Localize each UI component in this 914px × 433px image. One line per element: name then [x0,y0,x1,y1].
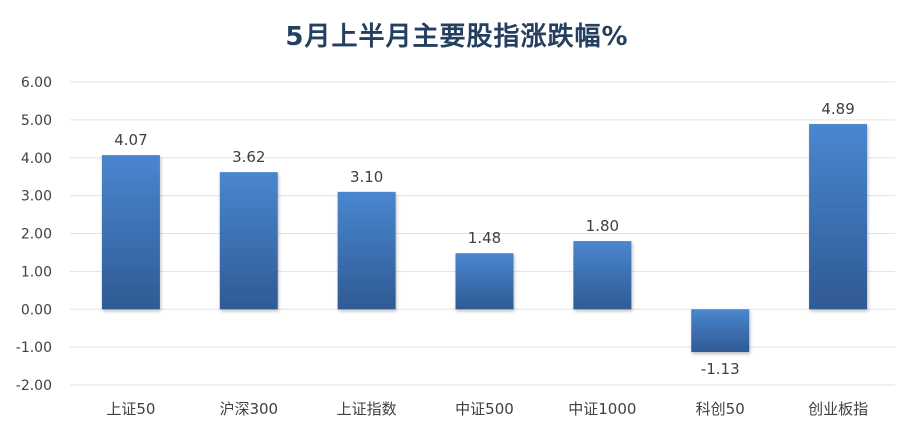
y-tick-label: 2.00 [21,227,52,243]
y-tick-label: 5.00 [21,113,52,129]
y-tick-label: 4.00 [21,151,52,167]
bar [219,172,278,310]
x-tick-label: 创业板指 [808,400,868,418]
y-tick-label: 1.00 [21,264,52,280]
y-axis-ticks: 6.00 5.00 4.00 3.00 2.00 1.00 0.00 -1.00 -2.00 [16,75,52,394]
bar [337,191,396,310]
x-axis-ticks: 上证50 沪深300 上证指数 中证500 中证1000 科创50 创业板指 [106,400,868,418]
x-tick-label: 上证50 [106,400,155,418]
data-label: 1.48 [468,229,501,247]
bar [809,124,868,310]
data-label: 4.89 [821,100,854,118]
data-labels: 4.07 3.62 3.10 1.48 1.80 -1.13 4.89 [114,100,855,378]
data-label: 4.07 [114,131,147,149]
y-tick-label: -2.00 [16,378,52,394]
data-label: 3.62 [232,148,265,166]
x-tick-label: 中证1000 [568,400,636,418]
x-tick-label: 上证指数 [337,400,397,418]
data-label: 1.80 [586,217,619,235]
chart-title: 5月上半月主要股指涨跌幅% [285,22,629,52]
bar [691,309,750,353]
y-tick-label: 3.00 [21,189,52,205]
bar [101,155,160,310]
x-tick-label: 沪深300 [219,400,278,418]
y-tick-label: 0.00 [21,302,52,318]
bars [101,124,868,353]
data-label: 3.10 [350,168,383,186]
data-label: -1.13 [701,360,740,378]
y-tick-label: 6.00 [21,75,52,91]
bar [573,241,632,310]
y-tick-label: -1.00 [16,340,52,356]
x-tick-label: 中证500 [455,400,514,418]
bar [455,253,514,310]
x-tick-label: 科创50 [696,400,745,418]
